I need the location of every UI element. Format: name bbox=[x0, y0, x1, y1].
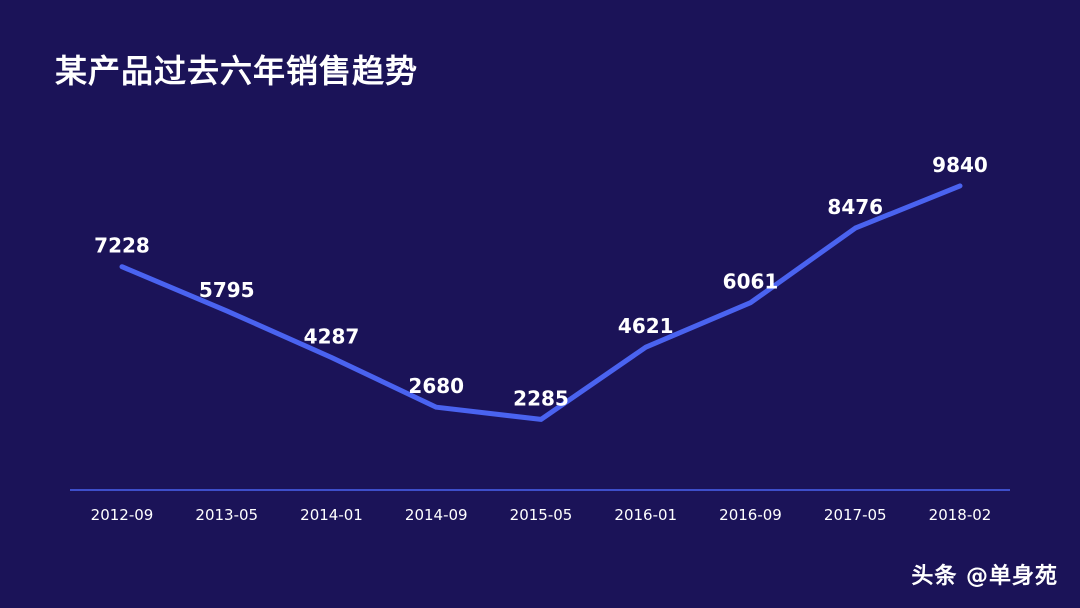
data-label: 4287 bbox=[304, 325, 360, 349]
x-tick-label: 2015-05 bbox=[510, 506, 573, 524]
data-label: 6061 bbox=[723, 270, 779, 294]
watermark: 头条 @单身苑 bbox=[911, 564, 1058, 589]
data-label: 7228 bbox=[94, 234, 150, 258]
data-label: 9840 bbox=[932, 153, 988, 177]
data-label: 4621 bbox=[618, 314, 674, 338]
x-tick-labels: 2012-09 2013-05 2014-01 2014-09 2015-05 2016-… bbox=[91, 506, 992, 524]
x-tick-label: 2014-01 bbox=[300, 506, 363, 524]
data-label: 2285 bbox=[513, 386, 569, 410]
x-tick-label: 2018-02 bbox=[929, 506, 992, 524]
x-tick-label: 2016-01 bbox=[614, 506, 677, 524]
x-tick-label: 2016-09 bbox=[719, 506, 782, 524]
data-label: 2680 bbox=[408, 374, 464, 398]
data-label: 5795 bbox=[199, 278, 255, 302]
data-label: 8476 bbox=[827, 195, 883, 219]
data-labels: 7228 5795 4287 2680 2285 4621 6061 8476 9840 bbox=[94, 153, 988, 410]
chart-title: 某产品过去六年销售趋势 bbox=[55, 52, 419, 90]
x-tick-label: 2014-09 bbox=[405, 506, 468, 524]
series-line bbox=[119, 183, 963, 422]
x-tick-label: 2017-05 bbox=[824, 506, 887, 524]
x-tick-label: 2012-09 bbox=[91, 506, 154, 524]
x-tick-label: 2013-05 bbox=[195, 506, 258, 524]
